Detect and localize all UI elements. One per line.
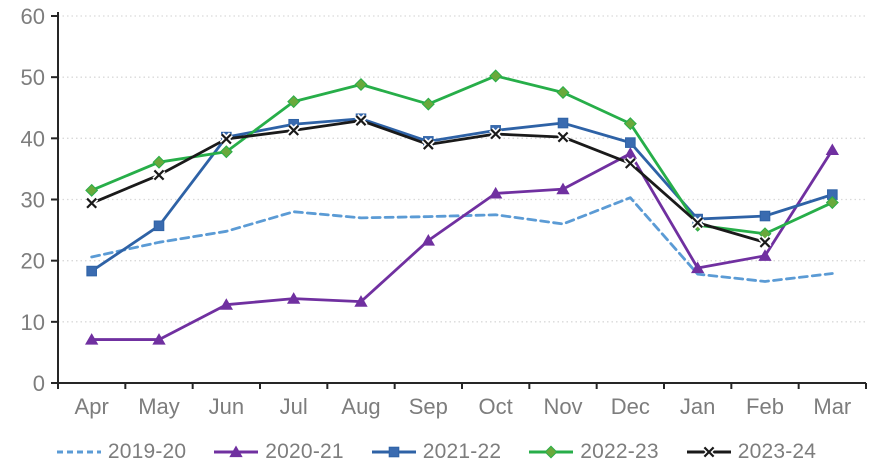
marker-triangle (825, 143, 839, 156)
x-tick-label-mar: Mar (813, 394, 851, 419)
y-tick-label-30: 30 (21, 188, 45, 213)
marker-diamond (825, 196, 839, 210)
marker-x (288, 125, 300, 136)
marker-x (355, 115, 367, 126)
series-line-2019-20 (90, 196, 834, 283)
legend-item-2021-22[interactable]: 2021-22 (371, 440, 501, 464)
series-line-2022-23 (90, 74, 834, 236)
marker-diamond (556, 85, 570, 99)
x-tick-label-jul: Jul (280, 394, 308, 419)
marker-diamond (152, 155, 166, 169)
y-tick-label-0: 0 (33, 371, 45, 396)
marker-square (759, 210, 771, 222)
marker-diamond (219, 145, 233, 159)
legend-label: 2021-22 (422, 439, 502, 463)
marker-triangle (623, 147, 637, 159)
marker-square (625, 137, 636, 148)
legend-label: 2019-20 (107, 439, 187, 463)
marker-x (490, 128, 502, 140)
x-tick-label-apr: Apr (75, 394, 109, 419)
marker-triangle (489, 186, 503, 199)
x-tick-label-aug: Aug (341, 394, 380, 419)
marker-triangle (354, 295, 368, 307)
x-tick-label-nov: Nov (543, 394, 582, 419)
series-line-2020-21 (90, 148, 834, 341)
legend-label: 2023-24 (737, 439, 817, 463)
plot-area: 0 10 20 30 40 50 60 Apr May Jun Jul Aug Sep Oct Nov Dec… (21, 4, 867, 419)
marker-x (624, 158, 636, 169)
legend-swatch-triangle-icon (214, 444, 259, 457)
marker-square (153, 220, 165, 232)
marker-triangle (287, 292, 301, 304)
marker-x (692, 217, 704, 229)
x-tick-label-dec: Dec (611, 394, 650, 419)
legend-swatch-diamond-icon (529, 444, 574, 459)
marker-triangle (421, 233, 435, 246)
legend-item-2022-23[interactable]: 2022-23 (528, 439, 659, 464)
marker-triangle (691, 261, 705, 274)
legend-label: 2020-21 (265, 439, 344, 463)
marker-square (557, 117, 569, 129)
marker-diamond (354, 77, 368, 92)
marker-triangle (85, 333, 99, 345)
legend-swatch-square-icon (371, 446, 416, 457)
x-tick-label-oct: Oct (479, 394, 513, 419)
marker-diamond (489, 69, 503, 83)
y-tick-label-50: 50 (21, 65, 45, 90)
y-tick-label-60: 60 (21, 4, 45, 29)
marker-diamond (623, 117, 637, 131)
y-tick-label-40: 40 (21, 126, 45, 151)
marker-x (220, 133, 232, 145)
chart-legend: 2019-20 2020-21 2021-22 2022-23 2023-24 (0, 432, 872, 471)
y-tick-label-10: 10 (21, 310, 45, 335)
marker-diamond (287, 95, 301, 109)
x-tick-label-feb: Feb (746, 394, 784, 419)
marker-triangle (152, 333, 166, 345)
marker-square (86, 265, 97, 277)
marker-diamond (421, 97, 435, 111)
marker-triangle (219, 298, 233, 310)
legend-swatch-none-icon (56, 450, 101, 453)
x-tick-label-jan: Jan (680, 394, 715, 419)
marker-triangle (556, 182, 570, 195)
legend-item-2020-21[interactable]: 2020-21 (213, 439, 344, 464)
y-tick-label-20: 20 (21, 249, 45, 274)
x-tick-label-may: May (138, 394, 180, 419)
legend-label: 2022-23 (580, 439, 659, 463)
series-line-2021-22 (90, 117, 834, 273)
marker-x (422, 139, 434, 150)
marker-x (86, 197, 98, 209)
marker-triangle (758, 249, 772, 261)
x-tick-label-jun: Jun (209, 394, 244, 419)
legend-item-2019-20[interactable]: 2019-20 (56, 440, 186, 464)
marker-diamond (85, 183, 99, 197)
legend-swatch-x-icon (686, 445, 731, 458)
marker-x (759, 236, 771, 248)
marker-x (153, 169, 165, 181)
x-tick-label-sep: Sep (409, 394, 448, 419)
marker-x (557, 131, 569, 143)
legend-item-2023-24[interactable]: 2023-24 (686, 440, 816, 464)
